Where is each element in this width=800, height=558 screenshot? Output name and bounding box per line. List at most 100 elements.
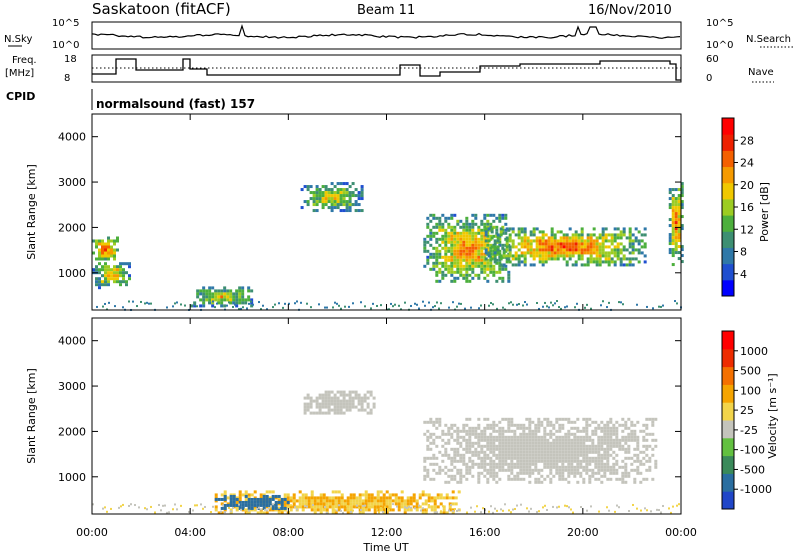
power-cell (498, 216, 502, 220)
power-cell (306, 185, 310, 189)
velocity-cell (432, 438, 436, 442)
velocity-cell (303, 396, 307, 400)
power-cell (643, 233, 647, 237)
velocity-cell (330, 408, 334, 412)
power-cell (568, 245, 572, 249)
velocity-cell (543, 453, 547, 457)
power-cell (447, 249, 451, 253)
velocity-cell (513, 444, 517, 448)
velocity-cell (298, 505, 302, 509)
velocity-cell (486, 441, 490, 445)
power-cell (538, 239, 542, 243)
power-cell (677, 230, 681, 234)
velocity-cell (303, 402, 307, 406)
velocity-cell (540, 459, 544, 463)
velocity-cell (283, 506, 287, 510)
power-cell (432, 216, 436, 220)
power-cell (538, 245, 542, 249)
velocity-cell (495, 453, 499, 457)
power-cell (516, 303, 518, 306)
velocity-cell (486, 480, 490, 484)
power-cell (450, 243, 454, 247)
velocity-cell (528, 450, 532, 454)
power-cell (616, 242, 620, 246)
power-cell (107, 277, 110, 281)
power-cell (613, 236, 617, 240)
velocity-cell (364, 493, 368, 497)
velocity-cell (612, 456, 616, 460)
velocity-cell (670, 511, 672, 514)
power-cell (550, 257, 554, 261)
velocity-cell (603, 450, 607, 454)
velocity-cell (531, 456, 535, 460)
power-cell (523, 239, 527, 243)
power-cell (345, 200, 349, 204)
power-cell (604, 260, 608, 264)
power-cell (101, 257, 104, 261)
power-cell (535, 236, 539, 240)
power-cell (583, 248, 587, 252)
power-cell (465, 225, 469, 229)
power-cell (508, 260, 512, 264)
velocity-cell (477, 471, 481, 475)
velocity-cell (588, 462, 592, 466)
velocity-cell (250, 500, 254, 504)
power-cell (360, 194, 364, 198)
velocity-cell (441, 444, 445, 448)
power-cell (468, 255, 472, 259)
power-cell (327, 200, 331, 204)
velocity-cell (388, 502, 392, 506)
power-cell (321, 206, 325, 210)
velocity-cell (516, 459, 520, 463)
power-cell (211, 292, 215, 296)
power-cell (523, 242, 527, 246)
power-cell (113, 271, 116, 275)
velocity-cell (453, 450, 457, 454)
power-cell (435, 252, 439, 256)
power-cell (668, 203, 672, 207)
velocity-cell (501, 426, 505, 430)
power-cell (246, 307, 248, 310)
velocity-cell (468, 471, 472, 475)
power-cell (260, 308, 262, 311)
velocity-cell (558, 417, 562, 421)
velocity-cell (306, 393, 310, 397)
power-cell (480, 234, 484, 238)
velocity-cell (426, 429, 430, 433)
power-cell (426, 240, 430, 244)
power-cell (486, 267, 490, 271)
power-cell (610, 233, 614, 237)
power-cell (250, 298, 254, 302)
velocity-cell (616, 504, 618, 507)
power-cell (453, 234, 457, 238)
power-cell (462, 276, 466, 280)
velocity-cell (415, 502, 419, 506)
power-cell (592, 233, 596, 237)
velocity-cell (492, 435, 496, 439)
velocity-cell (540, 456, 544, 460)
velocity-cell (432, 477, 436, 481)
power-cell (471, 249, 475, 253)
velocity-cell (340, 509, 342, 512)
velocity-cell (522, 447, 526, 451)
power-cell (98, 280, 101, 284)
power-cell (625, 257, 629, 261)
velocity-cell (543, 426, 547, 430)
velocity-ytick-label: 3000 (58, 380, 86, 393)
velocity-cell (580, 506, 582, 509)
velocity-cell (651, 423, 655, 427)
velocity-cell (433, 499, 437, 503)
power-cell (520, 242, 524, 246)
power-cell (523, 236, 527, 240)
velocity-cell (391, 499, 395, 503)
velocity-cell (627, 447, 631, 451)
power-cell (468, 243, 472, 247)
velocity-cell (585, 465, 589, 469)
power-cell (604, 254, 608, 258)
velocity-cell (519, 432, 523, 436)
velocity-cell (110, 507, 112, 510)
power-cell (550, 301, 552, 304)
velocity-cell (549, 423, 553, 427)
power-cell (480, 252, 484, 256)
power-cell (493, 251, 497, 255)
